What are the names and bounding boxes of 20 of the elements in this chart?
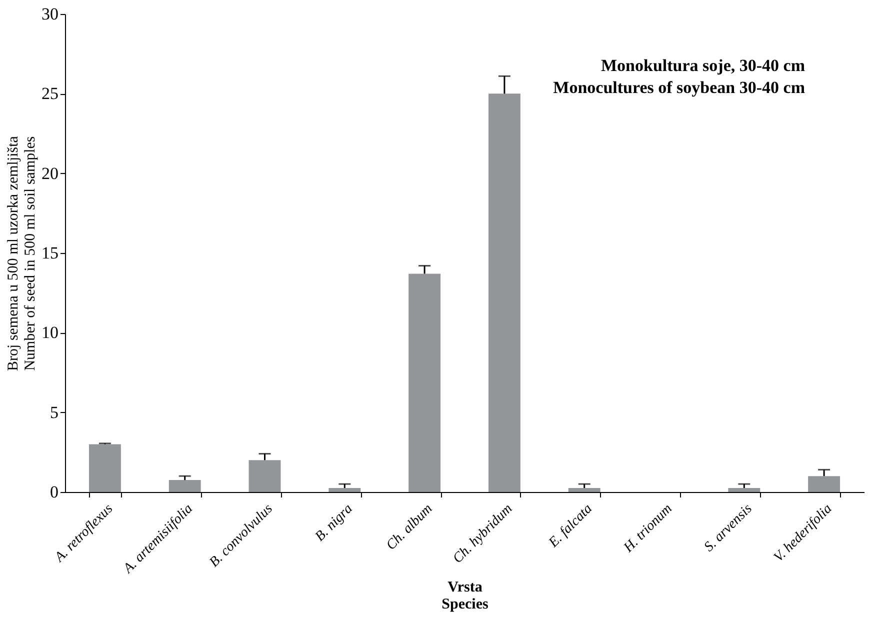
y-tick-label: 15 — [42, 244, 58, 262]
bar — [808, 476, 840, 492]
bar — [328, 488, 361, 492]
y-tick-label: 0 — [50, 482, 58, 502]
y-tick-label: 5 — [50, 402, 58, 422]
bar — [248, 460, 281, 492]
bar — [168, 480, 201, 492]
y-tick-label: 20 — [42, 164, 58, 183]
y-tick-label: 25 — [42, 84, 58, 104]
x-axis-title: Vrsta Species — [442, 580, 488, 613]
annotation: Monocultures of soybean 30-40 cm — [553, 78, 805, 97]
annotation: Monokultura soje, 30-40 cm — [601, 56, 805, 75]
bar — [568, 488, 600, 492]
bar — [408, 274, 441, 492]
bar — [728, 488, 760, 492]
y-tick-label: 30 — [42, 4, 58, 24]
bar — [88, 444, 121, 492]
y-tick-label: 10 — [42, 323, 58, 342]
y-axis-title: Broj semena u 500 ml uzorka zemljišta Number of seed in 500 ml soil samples — [6, 136, 38, 371]
bar — [488, 94, 520, 492]
